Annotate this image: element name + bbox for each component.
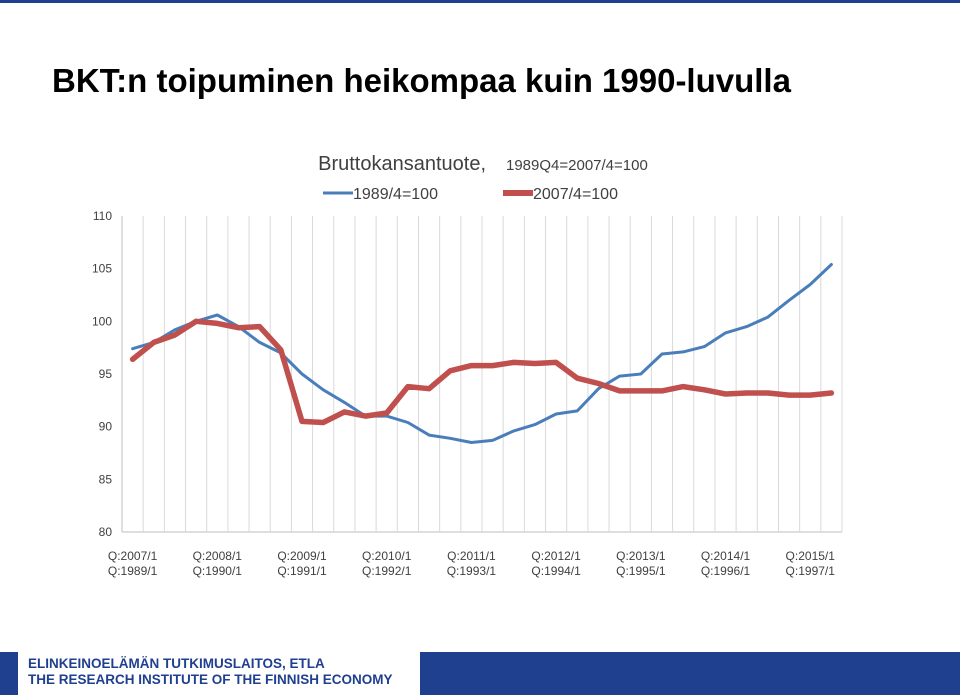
x-tick-label-bottom: Q:1991/1 xyxy=(277,564,327,578)
x-tick-label-bottom: Q:1994/1 xyxy=(531,564,581,578)
footer-stripe xyxy=(0,652,18,695)
x-tick-label-bottom: Q:1997/1 xyxy=(786,564,836,578)
gridlines xyxy=(121,216,843,533)
x-tick-label-bottom: Q:1995/1 xyxy=(616,564,666,578)
x-tick-label-top: Q:2010/1 xyxy=(362,549,412,563)
legend-label-2007: 2007/4=100 xyxy=(533,186,618,203)
series-line-1989 xyxy=(131,263,833,444)
x-tick-label-top: Q:2009/1 xyxy=(277,549,327,563)
footer-line-2: THE RESEARCH INSTITUTE OF THE FINNISH EC… xyxy=(28,672,393,687)
x-tick-label-top: Q:2012/1 xyxy=(531,549,581,563)
y-tick-label: 85 xyxy=(99,472,113,486)
footer: ELINKEINOELÄMÄN TUTKIMUSLAITOS, ETLA THE… xyxy=(0,652,960,695)
x-tick-label-bottom: Q:1996/1 xyxy=(701,564,751,578)
y-tick-label: 100 xyxy=(92,314,112,328)
slide-title: BKT:n toipuminen heikompaa kuin 1990-luv… xyxy=(52,62,791,99)
y-tick-label: 80 xyxy=(99,525,113,539)
footer-line-1: ELINKEINOELÄMÄN TUTKIMUSLAITOS, ETLA xyxy=(28,656,325,671)
x-tick-label-top: Q:2013/1 xyxy=(616,549,666,563)
chart-subtitle: 1989Q4=2007/4=100 xyxy=(506,157,648,174)
x-tick-label-top: Q:2011/1 xyxy=(447,549,496,563)
x-tick-label-bottom: Q:1990/1 xyxy=(193,564,243,578)
y-tick-label: 105 xyxy=(92,262,112,276)
chart-header: Bruttokansantuote, 1989Q4=2007/4=100 xyxy=(318,153,648,175)
y-tick-label: 95 xyxy=(99,367,113,381)
x-tick-label-top: Q:2015/1 xyxy=(786,549,836,563)
chart-title: Bruttokansantuote, xyxy=(318,153,486,175)
x-tick-label-bottom: Q:1992/1 xyxy=(362,564,412,578)
series-line-2007 xyxy=(129,318,835,426)
legend-label-1989: 1989/4=100 xyxy=(353,186,438,203)
top-rule xyxy=(0,0,960,3)
x-tick-label-top: Q:2007/1 xyxy=(108,549,158,563)
y-tick-label: 90 xyxy=(99,420,113,434)
y-axis: 80 85 90 95 100 105 110 xyxy=(92,209,112,539)
legend: 1989/4=100 2007/4=100 xyxy=(323,186,618,203)
x-tick-label-bottom: Q:1989/1 xyxy=(108,564,158,578)
y-tick-label: 110 xyxy=(93,209,112,223)
footer-band xyxy=(420,652,960,695)
x-tick-label-top: Q:2008/1 xyxy=(193,549,243,563)
x-tick-label-top: Q:2014/1 xyxy=(701,549,751,563)
series-lines xyxy=(129,263,835,444)
gdp-chart: Bruttokansantuote, 1989Q4=2007/4=100 198… xyxy=(92,153,843,578)
x-tick-label-bottom: Q:1993/1 xyxy=(447,564,497,578)
x-axis: Q:2007/1Q:1989/1 Q:2008/1Q:1990/1 Q:2009/1… xyxy=(108,549,835,578)
footer-left-panel: ELINKEINOELÄMÄN TUTKIMUSLAITOS, ETLA THE… xyxy=(0,652,420,695)
